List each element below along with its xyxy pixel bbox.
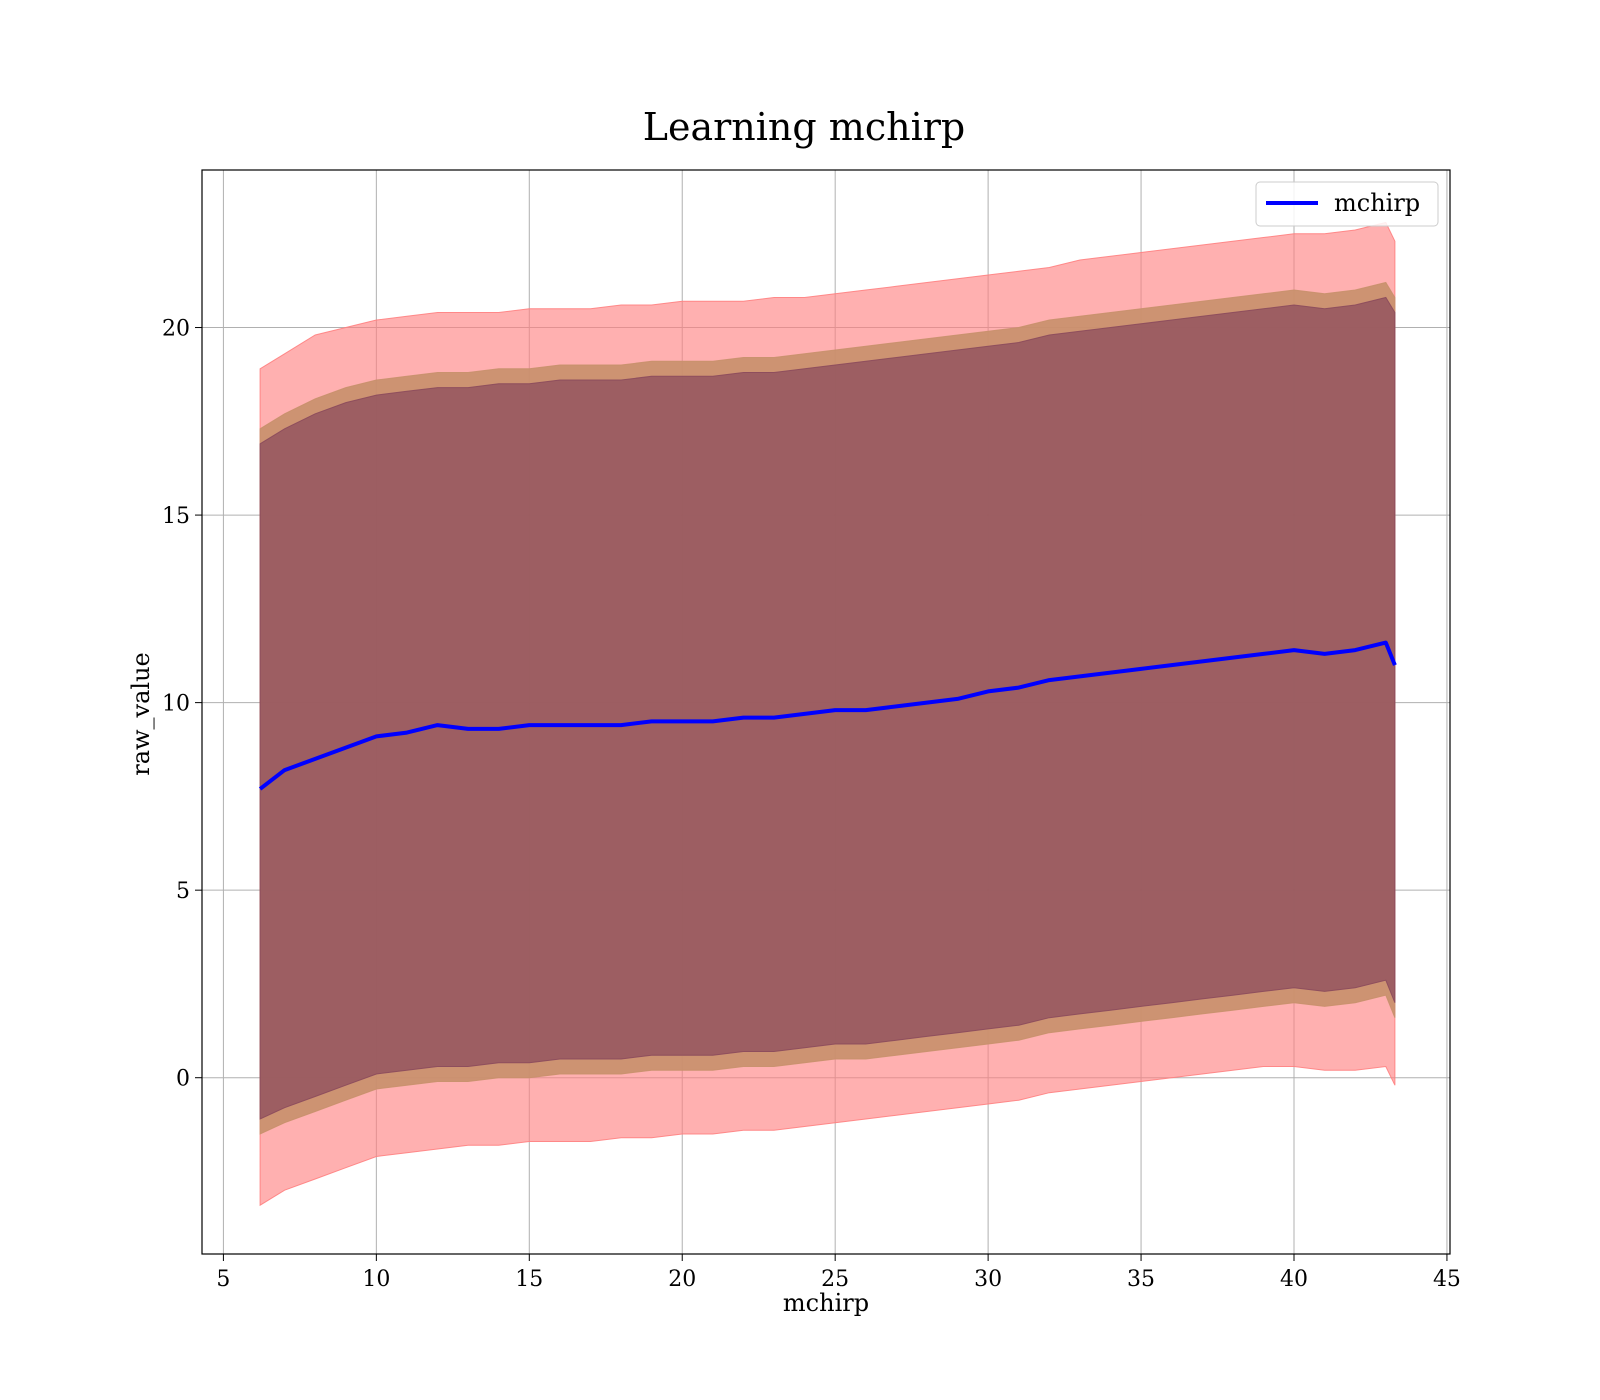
confidence-bands xyxy=(259,221,1396,1207)
y-tick-label: 20 xyxy=(162,317,190,342)
x-tick-label: 25 xyxy=(821,1267,849,1292)
x-tick-label: 15 xyxy=(515,1267,543,1292)
x-tick-label: 20 xyxy=(668,1267,696,1292)
y-axis-label: raw_value xyxy=(127,652,155,776)
x-tick-label: 10 xyxy=(362,1267,390,1292)
y-tick-label: 15 xyxy=(162,504,190,529)
x-axis-ticks: 5 10 15 20 25 30 35 40 45 xyxy=(216,1254,1461,1292)
legend-entry-label: mchirp xyxy=(1334,189,1420,217)
plot-frame xyxy=(201,169,1451,1255)
y-axis-ticks: 0 5 10 15 20 xyxy=(162,317,202,1092)
series-line-mchirp xyxy=(258,640,1397,791)
x-tick-label: 30 xyxy=(974,1267,1002,1292)
y-tick-label: 0 xyxy=(176,1067,190,1092)
x-axis-label: mchirp xyxy=(783,1289,869,1317)
x-tick-label: 5 xyxy=(216,1267,230,1292)
legend-box xyxy=(1255,181,1439,227)
band-inner xyxy=(259,296,1396,1120)
x-tick-label: 45 xyxy=(1433,1267,1461,1292)
x-tick-label: 35 xyxy=(1127,1267,1155,1292)
x-tick-label: 40 xyxy=(1280,1267,1308,1292)
chart-title: Learning mchirp xyxy=(643,105,965,149)
legend: mchirp xyxy=(1255,181,1439,227)
y-tick-label: 10 xyxy=(162,692,190,717)
y-tick-label: 5 xyxy=(176,879,190,904)
series-lines xyxy=(258,640,1397,791)
